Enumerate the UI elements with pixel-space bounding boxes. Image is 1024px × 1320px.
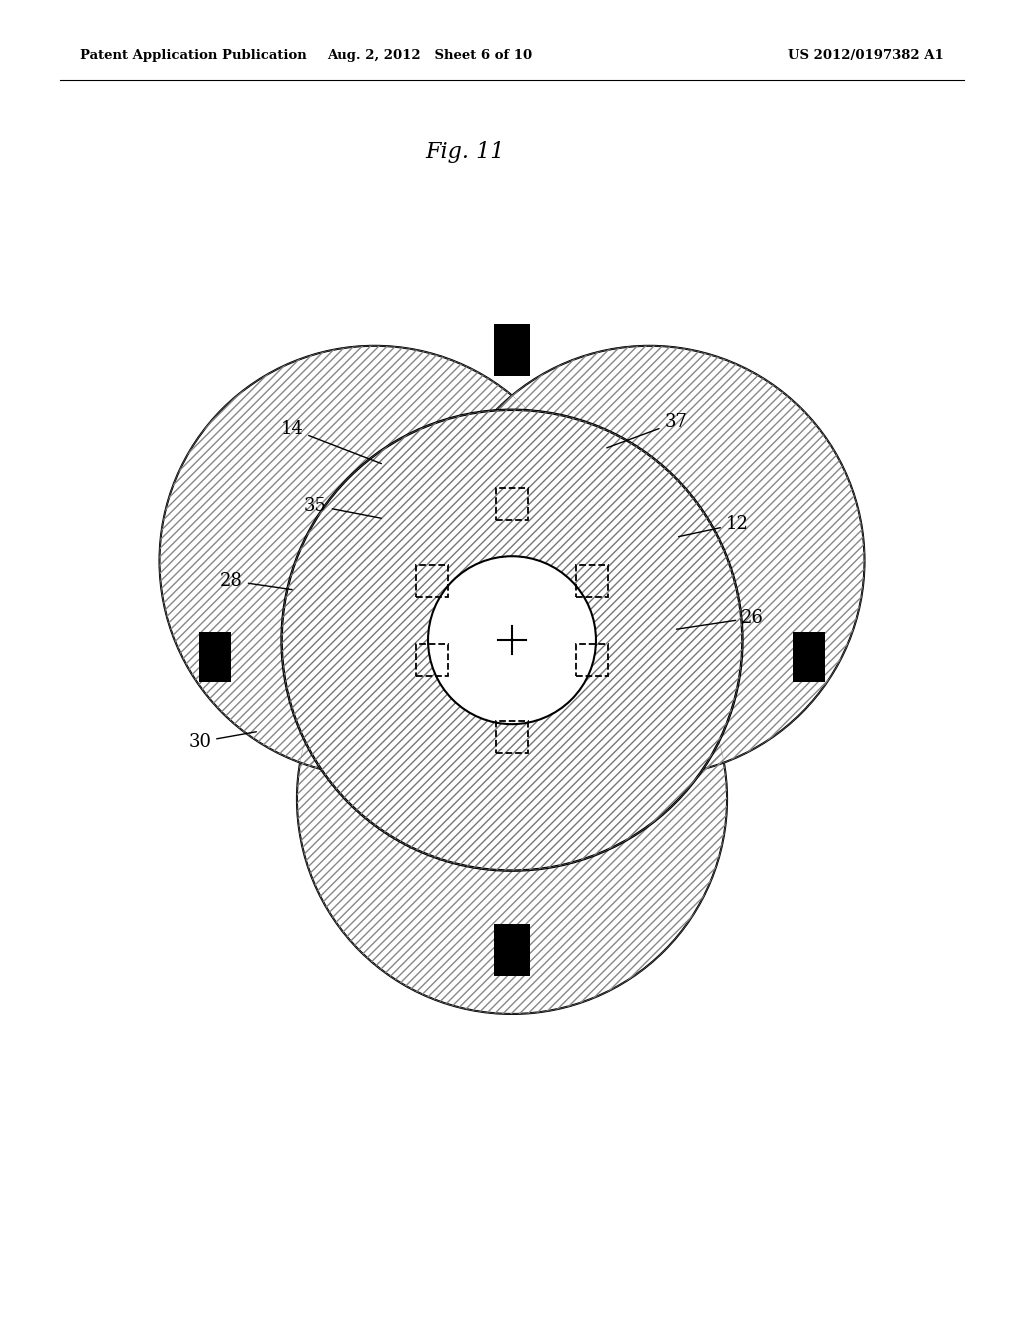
Text: 30: 30 xyxy=(188,731,256,751)
Text: 37: 37 xyxy=(607,413,687,447)
Bar xyxy=(416,565,449,597)
Bar xyxy=(793,632,825,682)
Text: US 2012/0197382 A1: US 2012/0197382 A1 xyxy=(788,49,944,62)
Text: 35: 35 xyxy=(304,496,381,519)
Bar xyxy=(199,632,231,682)
Text: Fig. 11: Fig. 11 xyxy=(425,141,505,162)
Bar xyxy=(494,924,530,977)
Bar xyxy=(496,488,528,520)
Circle shape xyxy=(297,583,727,1014)
Bar xyxy=(494,323,530,376)
Bar xyxy=(416,644,449,676)
Circle shape xyxy=(282,409,742,871)
Circle shape xyxy=(160,346,590,776)
Text: Aug. 2, 2012   Sheet 6 of 10: Aug. 2, 2012 Sheet 6 of 10 xyxy=(328,49,532,62)
Bar xyxy=(575,565,608,597)
Text: 28: 28 xyxy=(220,572,292,590)
Bar xyxy=(496,721,528,752)
Text: 26: 26 xyxy=(677,609,764,630)
Text: 14: 14 xyxy=(281,420,381,463)
Circle shape xyxy=(434,346,864,776)
Circle shape xyxy=(428,556,596,725)
Text: 12: 12 xyxy=(679,515,749,537)
Text: Patent Application Publication: Patent Application Publication xyxy=(80,49,307,62)
Bar xyxy=(575,644,608,676)
